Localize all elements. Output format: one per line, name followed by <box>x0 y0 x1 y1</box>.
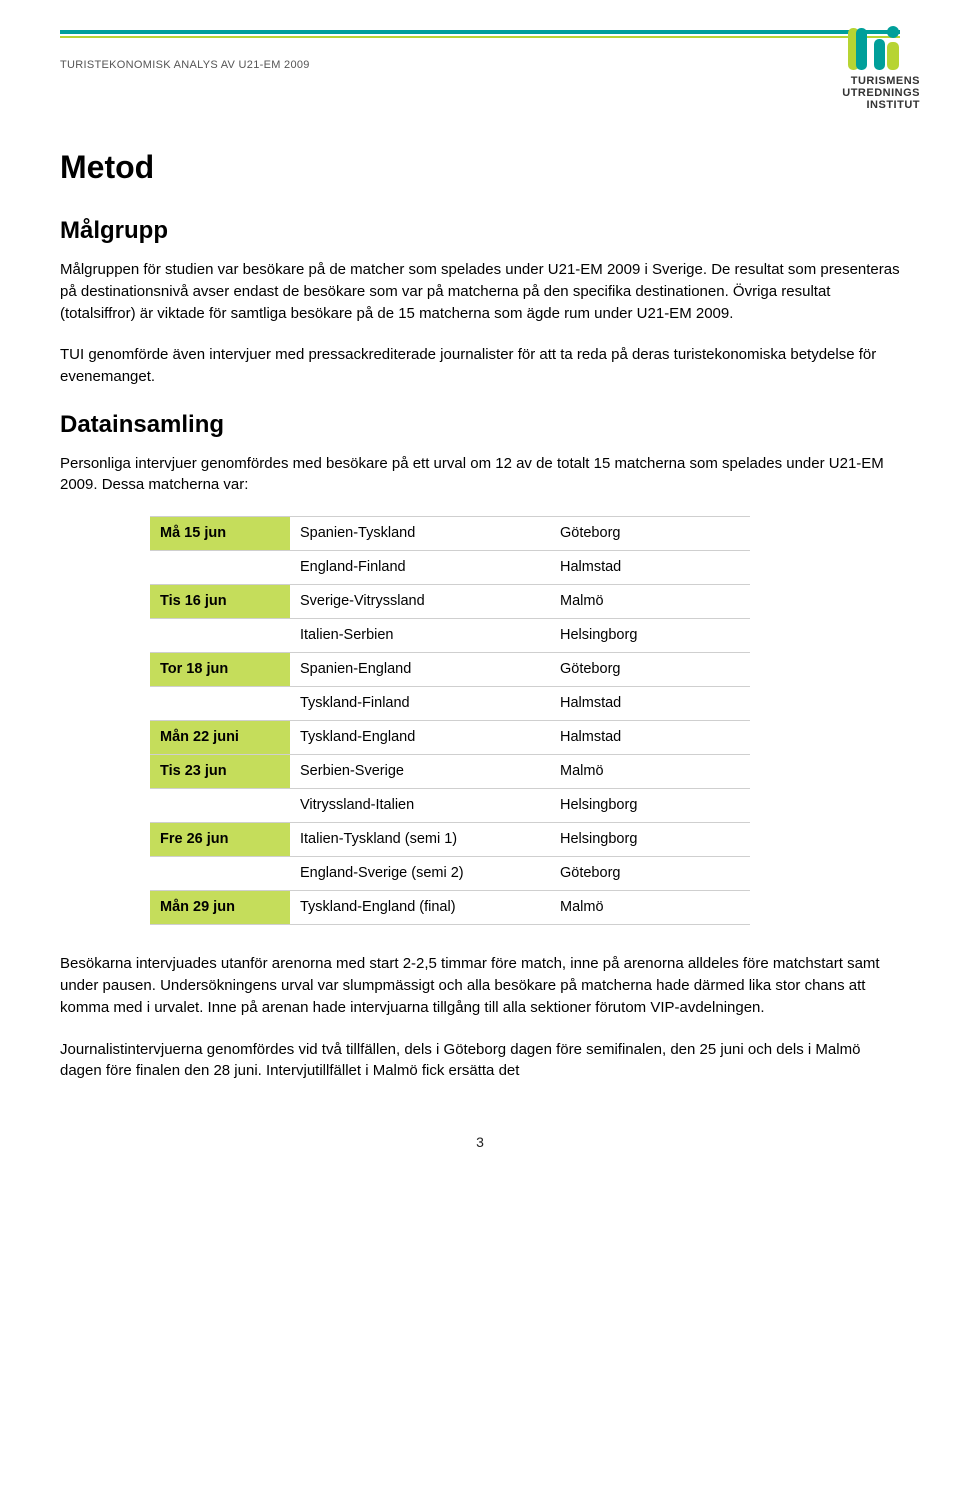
table-row: England-FinlandHalmstad <box>150 551 750 585</box>
table-row: Må 15 junSpanien-TysklandGöteborg <box>150 517 750 551</box>
table-row: Vitryssland-ItalienHelsingborg <box>150 789 750 823</box>
table-cell-city: Göteborg <box>550 653 750 687</box>
table-cell-city: Helsingborg <box>550 619 750 653</box>
table-cell-date: Tor 18 jun <box>150 653 290 687</box>
header-rule-bottom <box>60 36 900 38</box>
table-cell-city: Göteborg <box>550 857 750 891</box>
match-schedule-table: Må 15 junSpanien-TysklandGöteborgEngland… <box>150 516 750 925</box>
section-heading-malgrupp: Målgrupp <box>60 214 900 249</box>
table-cell-date <box>150 857 290 891</box>
table-cell-city: Halmstad <box>550 721 750 755</box>
table-cell-match: Italien-Serbien <box>290 619 550 653</box>
table-row: Mån 22 juniTyskland-EnglandHalmstad <box>150 721 750 755</box>
logo-mark <box>842 20 912 75</box>
table-cell-match: Vitryssland-Italien <box>290 789 550 823</box>
logo-block: TURISMENS UTREDNINGS INSTITUT <box>842 20 920 111</box>
table-cell-match: Tyskland-England (final) <box>290 891 550 925</box>
table-cell-date: Tis 23 jun <box>150 755 290 789</box>
table-cell-date: Tis 16 jun <box>150 585 290 619</box>
table-row: Fre 26 junItalien-Tyskland (semi 1)Helsi… <box>150 823 750 857</box>
body-text: Målgruppen för studien var besökare på d… <box>60 259 900 324</box>
table-cell-date: Fre 26 jun <box>150 823 290 857</box>
section-heading-datainsamling: Datainsamling <box>60 408 900 443</box>
table-cell-match: England-Sverige (semi 2) <box>290 857 550 891</box>
logo-text-line3: INSTITUT <box>842 99 920 111</box>
table-row: Tis 23 junSerbien-SverigeMalmö <box>150 755 750 789</box>
table-cell-match: Tyskland-England <box>290 721 550 755</box>
table-cell-city: Göteborg <box>550 517 750 551</box>
table-row: Mån 29 junTyskland-England (final)Malmö <box>150 891 750 925</box>
table-cell-match: Tyskland-Finland <box>290 687 550 721</box>
table-cell-match: Sverige-Vitryssland <box>290 585 550 619</box>
body-text: TUI genomförde även intervjuer med press… <box>60 344 900 388</box>
table-row: Tor 18 junSpanien-EnglandGöteborg <box>150 653 750 687</box>
table-cell-city: Helsingborg <box>550 823 750 857</box>
table-cell-match: Spanien-Tyskland <box>290 517 550 551</box>
table-row: Tyskland-FinlandHalmstad <box>150 687 750 721</box>
table-cell-city: Malmö <box>550 891 750 925</box>
page-number: 3 <box>60 1132 900 1152</box>
logo-text-line1: TURISMENS <box>842 75 920 87</box>
table-cell-city: Halmstad <box>550 551 750 585</box>
doc-header-title: TURISTEKONOMISK ANALYS AV U21-EM 2009 <box>60 58 900 74</box>
table-cell-match: England-Finland <box>290 551 550 585</box>
table-cell-date: Mån 29 jun <box>150 891 290 925</box>
table-cell-date: Mån 22 juni <box>150 721 290 755</box>
logo-text-line2: UTREDNINGS <box>842 87 920 99</box>
table-cell-match: Serbien-Sverige <box>290 755 550 789</box>
table-cell-match: Spanien-England <box>290 653 550 687</box>
table-cell-match: Italien-Tyskland (semi 1) <box>290 823 550 857</box>
table-cell-date: Må 15 jun <box>150 517 290 551</box>
body-text: Journalistintervjuerna genomfördes vid t… <box>60 1039 900 1083</box>
table-cell-city: Helsingborg <box>550 789 750 823</box>
table-cell-city: Halmstad <box>550 687 750 721</box>
table-row: Tis 16 junSverige-VitrysslandMalmö <box>150 585 750 619</box>
table-cell-date <box>150 789 290 823</box>
table-cell-city: Malmö <box>550 585 750 619</box>
table-row: Italien-SerbienHelsingborg <box>150 619 750 653</box>
table-cell-date <box>150 619 290 653</box>
body-text: Besökarna intervjuades utanför arenorna … <box>60 953 900 1018</box>
table-cell-date <box>150 687 290 721</box>
table-cell-date <box>150 551 290 585</box>
table-cell-city: Malmö <box>550 755 750 789</box>
body-text: Personliga intervjuer genomfördes med be… <box>60 453 900 497</box>
table-row: England-Sverige (semi 2)Göteborg <box>150 857 750 891</box>
header-rule-top <box>60 30 900 34</box>
page-title: Metod <box>60 144 900 190</box>
